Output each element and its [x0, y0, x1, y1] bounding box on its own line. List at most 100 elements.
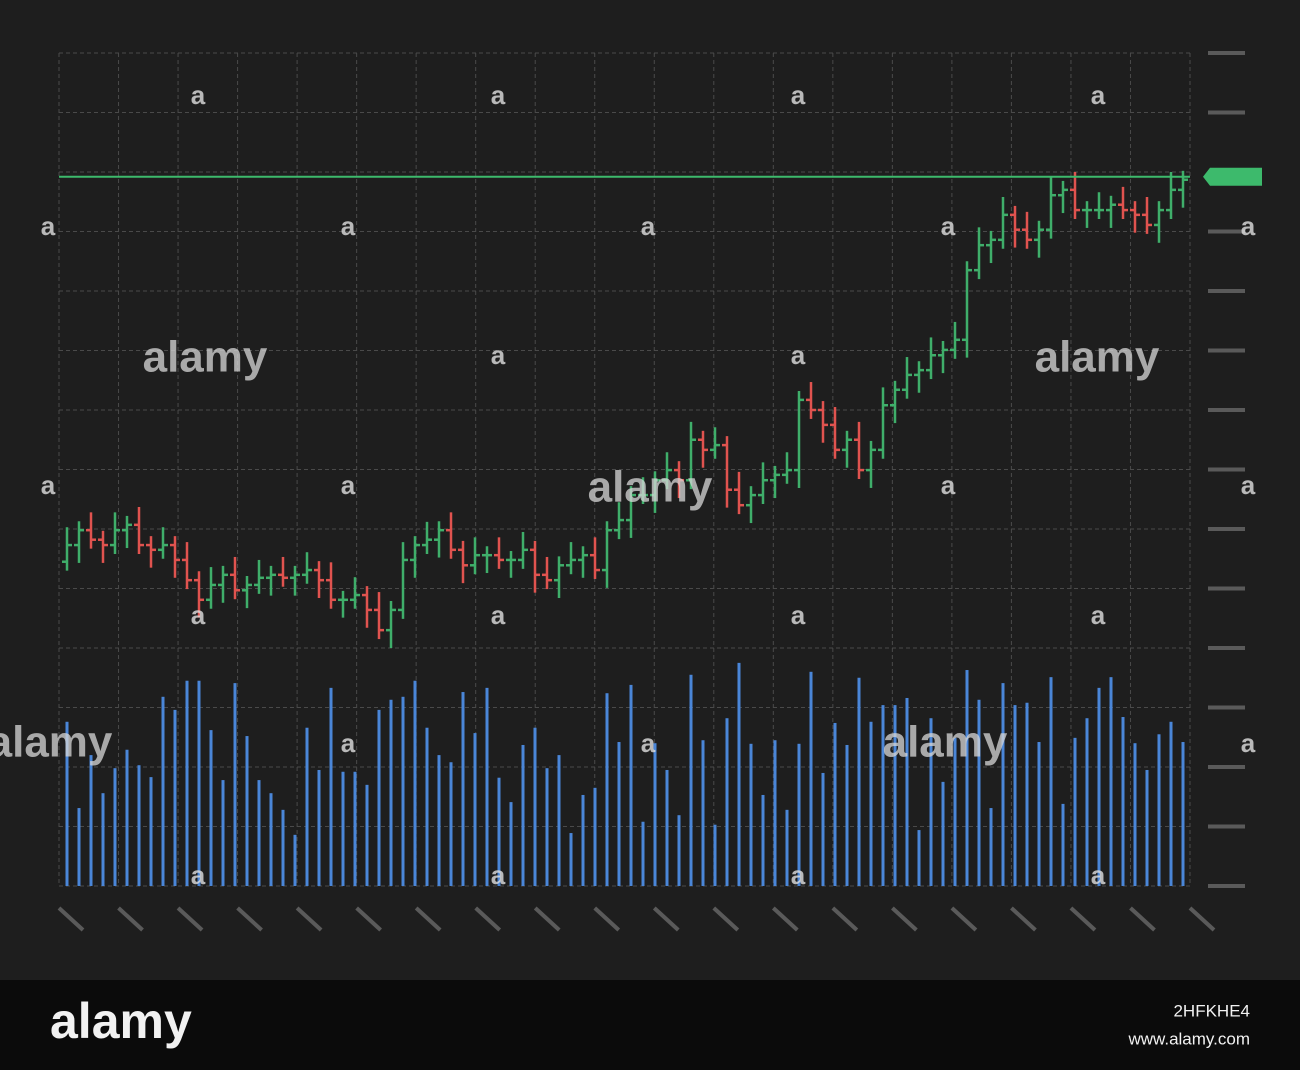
watermark-glyph: a [1091, 600, 1106, 630]
volume-bar [185, 680, 189, 886]
x-tick [1188, 906, 1216, 932]
watermark-glyph: a [491, 80, 506, 110]
volume-bar [857, 677, 861, 886]
volume-bar [1001, 683, 1005, 886]
volume-bar [1085, 718, 1089, 886]
watermark-glyph: a [791, 600, 806, 630]
volume-bar [221, 780, 225, 886]
volume-bar [317, 769, 321, 886]
volume-bar [905, 697, 909, 886]
volume-bar [713, 824, 717, 886]
watermark-glyph: a [1241, 470, 1256, 500]
x-tick [57, 906, 85, 932]
volume-bar [545, 768, 549, 886]
volume-bar [1121, 717, 1125, 886]
volume-bar [1061, 803, 1065, 886]
volume-bar [809, 671, 813, 886]
volume-bar [509, 802, 513, 886]
volume-bar [353, 771, 357, 886]
volume-bar [209, 730, 213, 886]
volume-bar [1169, 721, 1173, 886]
volume-bar [989, 808, 993, 886]
volume-bar [1013, 705, 1017, 886]
x-tick [712, 906, 740, 932]
volume-bar [125, 749, 129, 886]
volume-bar [689, 674, 693, 886]
volume-bar [1025, 702, 1029, 886]
watermark-glyph: a [1091, 80, 1106, 110]
volume-bar [473, 733, 477, 886]
volume-bar [329, 687, 333, 886]
image-id: 2HFKHE4 [1173, 1001, 1250, 1020]
volume-bar [785, 809, 789, 886]
volume-bar [917, 830, 921, 886]
watermark-glyph: a [791, 860, 806, 890]
volume-bar [305, 727, 309, 886]
watermark-glyph: a [1091, 860, 1106, 890]
volume-bar [965, 670, 969, 886]
watermark-glyph: a [491, 340, 506, 370]
volume-bar [269, 793, 273, 886]
volume-bar [461, 692, 465, 886]
volume-bar [437, 755, 441, 886]
volume-bar [425, 727, 429, 886]
x-tick [1069, 906, 1097, 932]
x-tick [831, 906, 859, 932]
volume-bar [893, 705, 897, 886]
volume-bar [641, 821, 645, 886]
x-tick [1129, 906, 1156, 932]
volume-bar [569, 833, 573, 886]
volume-bar [485, 687, 489, 886]
x-tick [771, 906, 799, 932]
x-tick [891, 906, 918, 932]
watermark: alamy [883, 718, 1008, 767]
volume-bar [929, 718, 933, 886]
volume-bar [137, 765, 141, 886]
volume-bar [449, 762, 453, 886]
volume-bar [413, 680, 417, 886]
watermark-glyph: a [491, 860, 506, 890]
watermark: alamy [1035, 333, 1160, 382]
volume-bar [1097, 687, 1101, 886]
volume-bar [725, 718, 729, 886]
volume-bar [113, 768, 117, 886]
watermark: alamy [143, 333, 268, 382]
volume-bar [389, 699, 393, 886]
x-tick [593, 906, 621, 932]
x-tick [474, 906, 502, 932]
watermark: alamy [588, 463, 713, 512]
volume-bar [629, 684, 633, 886]
x-tick [236, 906, 263, 932]
background [0, 0, 1300, 980]
watermark-glyph: a [191, 80, 206, 110]
watermark-glyph: a [1241, 211, 1256, 241]
watermark-glyph: a [41, 470, 56, 500]
watermarks: alamy alamy alamy alamy alamy a a a a a a a a a a a a a a a… [0, 80, 1256, 890]
volume-bar [173, 709, 177, 886]
volume-bar [749, 743, 753, 886]
volume-bar [341, 771, 345, 886]
watermark-glyph: a [941, 211, 956, 241]
volume-bar [761, 794, 765, 886]
watermark: alamy [0, 718, 113, 767]
volume-bar [881, 705, 885, 886]
volume-bar [1049, 677, 1053, 886]
volume-bar [101, 793, 105, 886]
watermark-glyph: a [491, 600, 506, 630]
x-tick [295, 906, 323, 932]
price-tag [1203, 167, 1262, 186]
volume-bar [617, 742, 621, 886]
volume-bar [1109, 677, 1113, 886]
volume-bar [281, 809, 285, 886]
volume-bar [1181, 742, 1185, 886]
volume-bar [737, 662, 741, 886]
volume-bar [533, 727, 537, 886]
watermark-glyph: a [641, 728, 656, 758]
watermark-glyph: a [791, 80, 806, 110]
x-tick [414, 906, 442, 932]
volume-bar [677, 815, 681, 886]
volume-bar [365, 784, 369, 886]
volume-bar [77, 808, 81, 886]
x-tick [652, 906, 680, 932]
